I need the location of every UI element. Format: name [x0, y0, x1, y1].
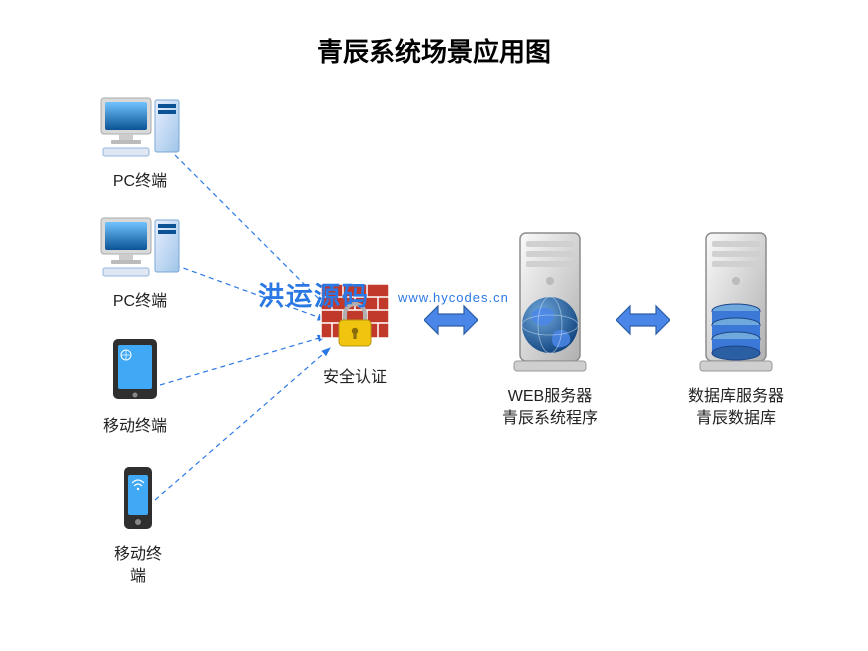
biarrow-web-db	[616, 302, 670, 338]
diagram-title: 青辰系统场景应用图	[317, 32, 551, 69]
firewall-label: 安全认证	[310, 367, 400, 389]
mobile1-label: 移动终端	[100, 416, 170, 438]
pc1-label: PC终端	[95, 171, 185, 193]
dbserver-label: 数据库服务器 青辰数据库	[676, 386, 796, 429]
pc-icon	[95, 210, 185, 280]
db-server-icon	[676, 225, 796, 375]
node-web-server: WEB服务器 青辰系统程序	[490, 225, 610, 429]
node-db-server: 数据库服务器 青辰数据库	[676, 225, 796, 429]
phone-icon	[118, 465, 158, 533]
edge-mobile2-firewall	[155, 348, 330, 500]
node-pc-terminal-1: PC终端	[95, 90, 185, 193]
node-mobile-terminal-1: 移动终端	[100, 335, 170, 438]
webserver-label: WEB服务器 青辰系统程序	[490, 386, 610, 429]
pc2-label: PC终端	[95, 291, 185, 313]
watermark-text-2: www.hycodes.cn	[398, 290, 509, 305]
pc-icon	[95, 90, 185, 160]
biarrow-firewall-web	[424, 302, 478, 338]
tablet-icon	[107, 335, 163, 405]
watermark-text-1: 洪运源码	[258, 276, 370, 313]
node-mobile-terminal-2: 移动终端	[108, 465, 168, 587]
node-pc-terminal-2: PC终端	[95, 210, 185, 313]
edge-mobile1-firewall	[160, 336, 326, 385]
mobile2-label: 移动终端	[108, 544, 168, 587]
